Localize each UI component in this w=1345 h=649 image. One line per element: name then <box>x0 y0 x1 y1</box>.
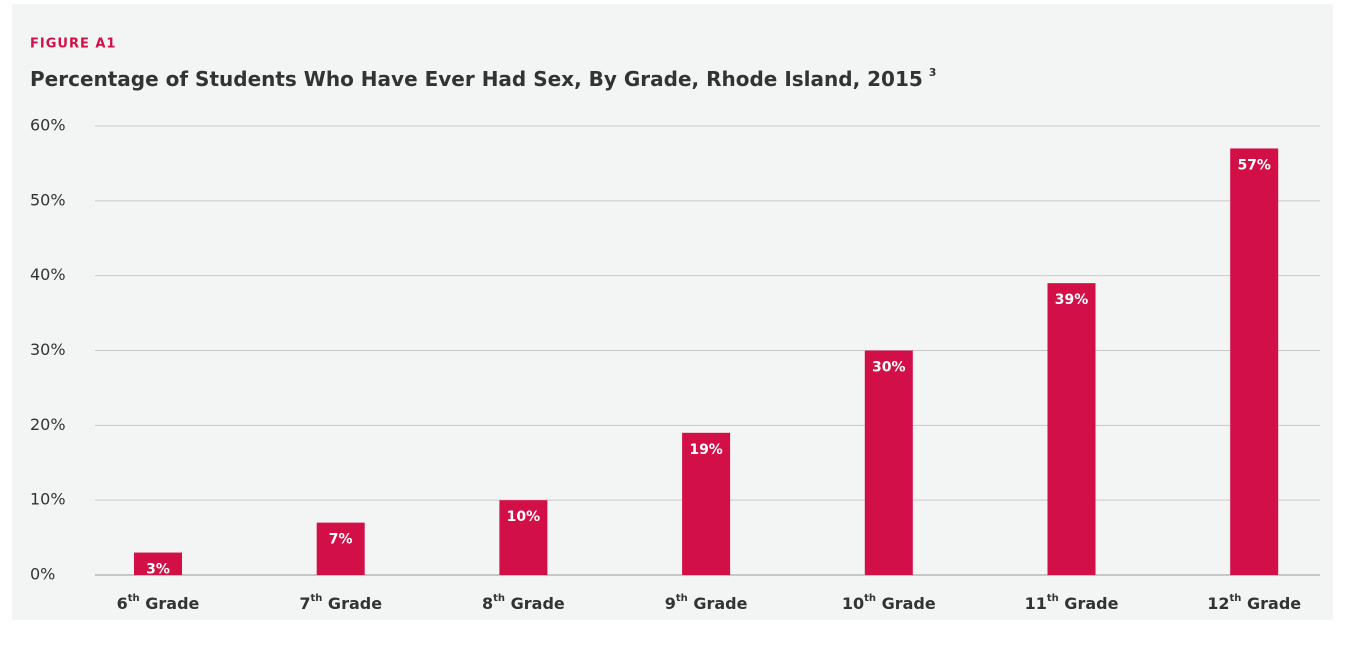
x-tick-label: 7th Grade <box>299 593 382 613</box>
bar <box>316 522 365 575</box>
chart-title: Percentage of Students Who Have Ever Had… <box>30 66 936 91</box>
value-label: 39% <box>1055 292 1089 308</box>
y-tick-label: 0% <box>30 565 55 584</box>
figure-label: FIGURE A1 <box>30 37 116 52</box>
y-tick-label: 30% <box>30 340 66 359</box>
x-tick-label: 8th Grade <box>482 593 565 613</box>
bar <box>1047 283 1096 575</box>
x-tick-label: 6th Grade <box>117 593 200 613</box>
y-tick-label: 20% <box>30 415 66 434</box>
x-tick-label: 9th Grade <box>665 593 748 613</box>
y-tick-label: 10% <box>30 490 66 509</box>
value-label: 19% <box>689 442 723 458</box>
bar <box>1230 148 1279 575</box>
y-tick-label: 50% <box>30 190 66 209</box>
bar <box>864 350 913 575</box>
bar <box>134 552 182 575</box>
panel <box>12 4 1333 620</box>
x-tick-label: 11th Grade <box>1025 593 1119 613</box>
x-tick-label: 10th Grade <box>842 593 936 613</box>
value-label: 7% <box>329 532 353 548</box>
bar <box>499 500 548 575</box>
y-tick-label: 40% <box>30 265 66 284</box>
value-label: 57% <box>1237 157 1271 173</box>
value-label: 30% <box>872 360 906 376</box>
x-tick-label: 12th Grade <box>1207 593 1301 613</box>
value-label: 3% <box>146 562 170 578</box>
bar <box>682 432 731 575</box>
y-tick-label: 60% <box>30 116 66 135</box>
value-label: 10% <box>507 509 541 525</box>
